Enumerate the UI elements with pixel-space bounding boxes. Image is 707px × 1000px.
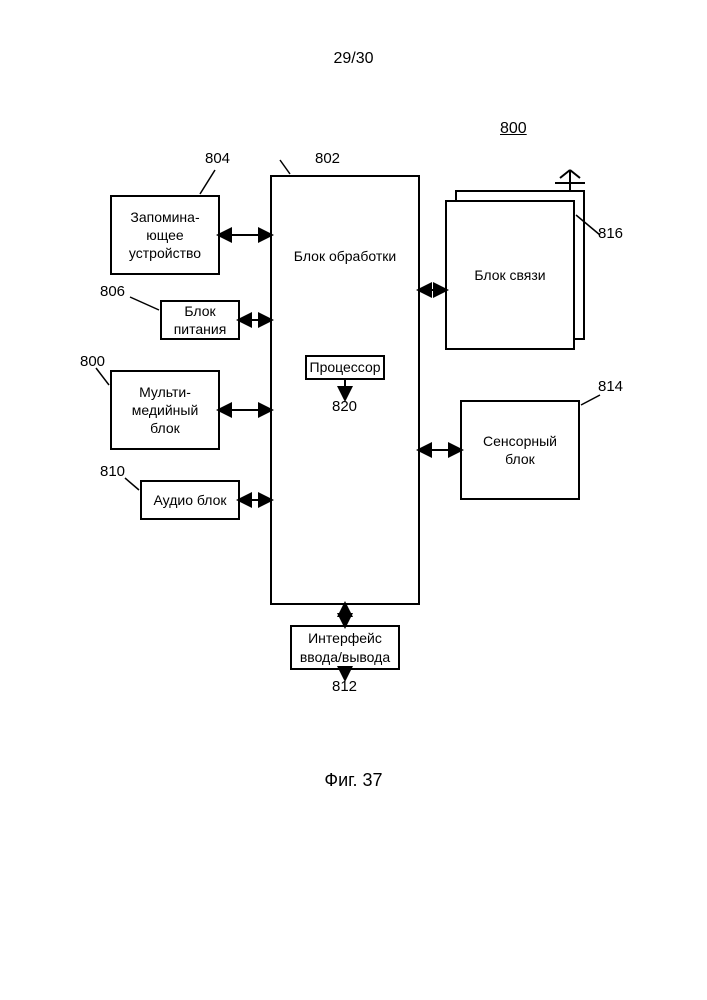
system-reference: 800 [500,120,527,138]
ref-802: 802 [315,150,340,167]
memory-label: Запомина- ющее устройство [129,208,201,263]
memory-block: Запомина- ющее устройство [110,195,220,275]
sensor-block: Сенсорный блок [460,400,580,500]
ref-806: 806 [100,283,125,300]
figure-label: Фиг. 37 [0,770,707,791]
io-label: Интерфейс ввода/вывода [300,629,390,665]
processor-label: Процессор [310,358,381,376]
audio-label: Аудио блок [153,491,226,509]
comm-label: Блок связи [474,266,545,284]
multimedia-block: Мульти- медийный блок [110,370,220,450]
power-block: Блок питания [160,300,240,340]
ref-804: 804 [205,150,230,167]
audio-block: Аудио блок [140,480,240,520]
processing-label: Блок обработки [294,247,396,265]
ref-814: 814 [598,378,623,395]
ref-800-mm: 800 [80,353,105,370]
io-block: Интерфейс ввода/вывода [290,625,400,670]
comm-block: Блок связи [445,200,575,350]
ref-816: 816 [598,225,623,242]
processing-block: Блок обработки [270,175,420,605]
power-label: Блок питания [174,302,227,338]
ref-812: 812 [332,678,357,695]
ref-820: 820 [332,398,357,415]
multimedia-label: Мульти- медийный блок [132,383,199,438]
page-number: 29/30 [0,50,707,68]
processor-block: Процессор [305,355,385,380]
ref-810: 810 [100,463,125,480]
sensor-label: Сенсорный блок [483,432,557,468]
